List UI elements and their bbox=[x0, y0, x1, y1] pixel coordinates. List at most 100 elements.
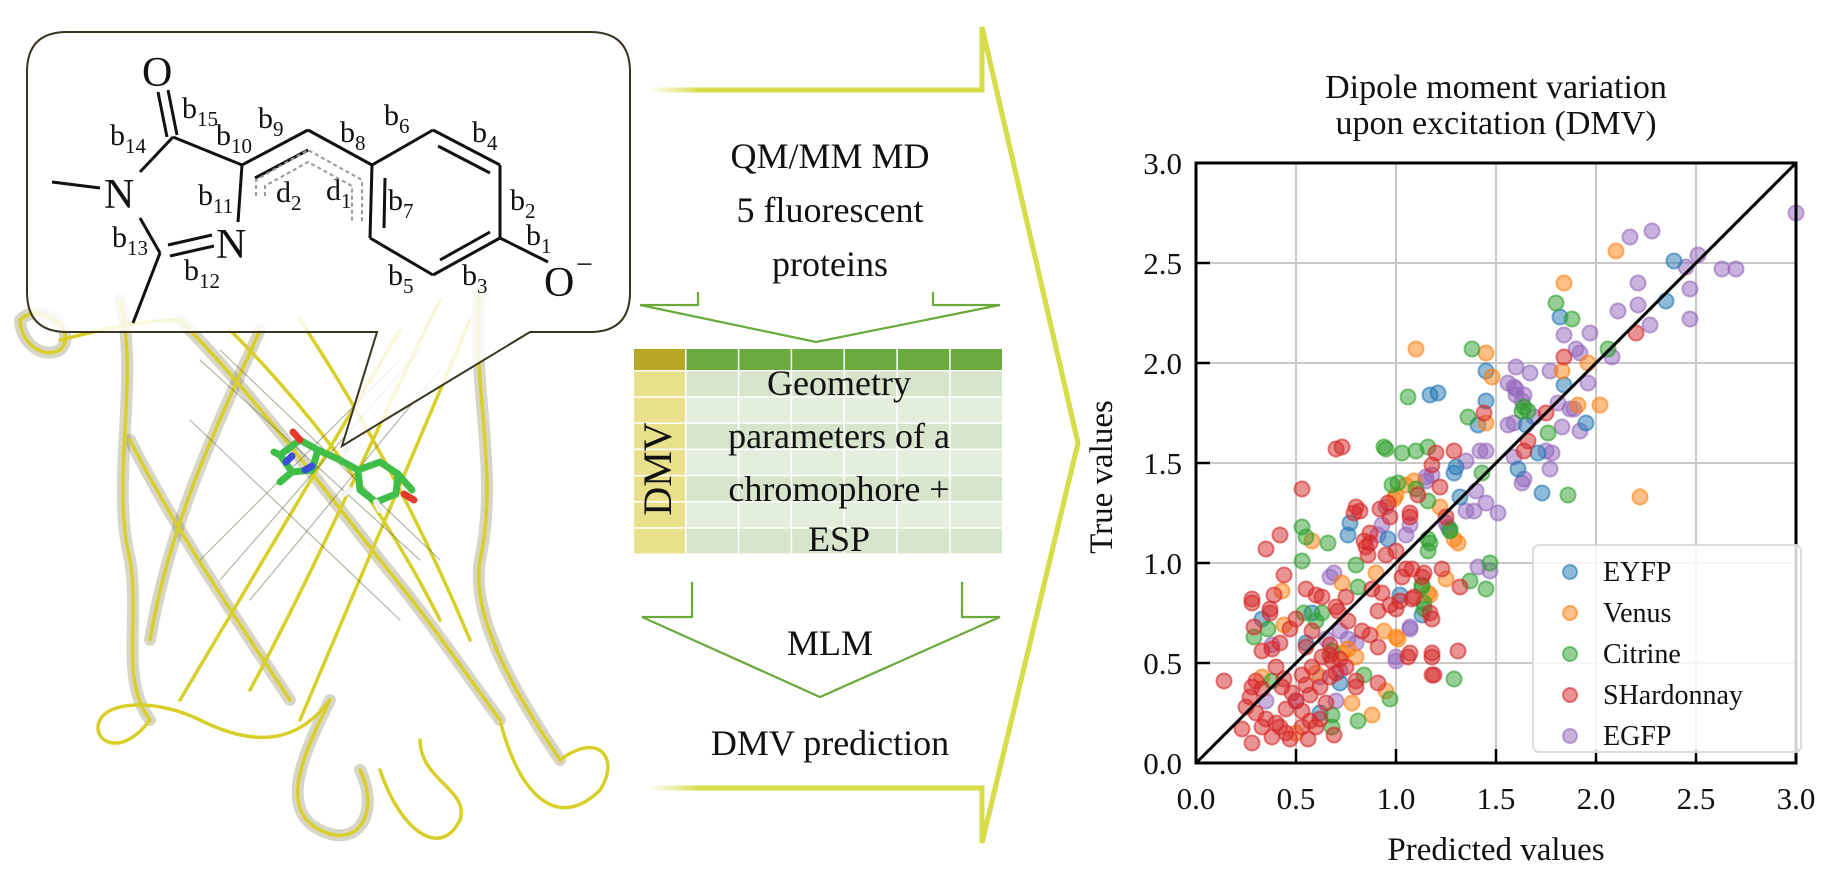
table-header-cell bbox=[897, 349, 950, 370]
table-row-header-cell bbox=[634, 371, 685, 397]
step3-dmv-prediction: DMV prediction bbox=[710, 723, 950, 763]
data-point bbox=[1629, 274, 1647, 292]
table-header-cell bbox=[686, 349, 738, 370]
data-point bbox=[1313, 648, 1331, 666]
atom-o-carbonyl: O bbox=[142, 50, 172, 96]
bond-label-b11: b11 bbox=[198, 179, 233, 218]
data-point bbox=[1627, 324, 1645, 342]
data-point bbox=[1555, 274, 1573, 292]
protein-structure-panel: O N N O − b15 b14 b10 b9 b8 b6 b4 b11 b7… bbox=[14, 31, 631, 842]
table-corner-cell bbox=[634, 349, 685, 370]
data-point bbox=[1337, 588, 1355, 606]
y-tick-label: 0.0 bbox=[1143, 746, 1182, 781]
table-text-line1: Geometry bbox=[767, 363, 911, 403]
data-point bbox=[1423, 644, 1441, 662]
bond-label-b13: b13 bbox=[112, 221, 148, 260]
data-point bbox=[1369, 638, 1387, 656]
data-point bbox=[1473, 464, 1491, 482]
data-point bbox=[1609, 302, 1627, 320]
data-point bbox=[1369, 674, 1387, 692]
table-row-header-cell bbox=[634, 423, 685, 449]
data-point bbox=[1301, 686, 1319, 704]
data-point bbox=[1631, 488, 1649, 506]
table-cell bbox=[950, 371, 1002, 397]
table-cell bbox=[739, 502, 791, 528]
data-point bbox=[1311, 710, 1329, 728]
data-point bbox=[1607, 242, 1625, 260]
data-point bbox=[1297, 528, 1315, 546]
dmv-scatter-chart: Dipole moment variation upon excitation … bbox=[1084, 69, 1815, 868]
data-point bbox=[1275, 566, 1293, 584]
data-point bbox=[1363, 706, 1381, 724]
y-tick-label: 2.5 bbox=[1143, 246, 1182, 281]
data-point bbox=[1553, 362, 1571, 380]
data-point bbox=[1657, 292, 1675, 310]
data-point bbox=[1361, 626, 1379, 644]
data-point bbox=[1381, 508, 1399, 526]
table-cell bbox=[792, 423, 844, 449]
table-cell bbox=[739, 476, 791, 501]
data-point bbox=[1437, 508, 1455, 526]
data-point bbox=[1563, 310, 1581, 328]
data-point bbox=[1319, 534, 1337, 552]
dihedral-label-d2: d2 bbox=[276, 176, 302, 215]
chevron-arrow-1 bbox=[639, 292, 1001, 344]
table-cell bbox=[950, 423, 1002, 449]
bond-label-b12: b12 bbox=[184, 254, 220, 293]
data-point bbox=[1713, 260, 1731, 278]
legend-box bbox=[1532, 544, 1802, 753]
y-tick-label: 2.0 bbox=[1143, 346, 1182, 381]
bond-label-b1: b1 bbox=[526, 219, 552, 258]
data-point bbox=[1303, 658, 1321, 676]
table-cell bbox=[792, 371, 844, 397]
data-point bbox=[1397, 526, 1415, 544]
data-point bbox=[1513, 474, 1531, 492]
data-point bbox=[1399, 388, 1417, 406]
data-point bbox=[1401, 618, 1419, 636]
table-row-header-cell bbox=[634, 476, 685, 501]
legend-marker-eyfp bbox=[1562, 564, 1578, 580]
data-point bbox=[1381, 690, 1399, 708]
table-cell bbox=[845, 450, 897, 475]
data-point bbox=[1313, 588, 1331, 606]
charge-label: − bbox=[576, 248, 593, 281]
data-point bbox=[1403, 560, 1421, 578]
x-tick-label: 1.5 bbox=[1477, 781, 1516, 816]
data-point bbox=[1321, 636, 1339, 654]
bond-label-b2: b2 bbox=[510, 184, 536, 223]
data-point bbox=[1381, 596, 1399, 614]
data-point bbox=[1243, 590, 1261, 608]
data-point bbox=[1445, 464, 1463, 482]
table-header-cell bbox=[845, 349, 897, 370]
data-point bbox=[1481, 554, 1499, 572]
data-point bbox=[1287, 610, 1305, 628]
legend: EYFP Venus Citrine SHardonnay EGFP bbox=[1532, 544, 1802, 753]
data-point bbox=[1515, 442, 1533, 460]
data-point bbox=[1553, 418, 1571, 436]
table-cell bbox=[897, 371, 950, 397]
bond-label-b15: b15 bbox=[182, 92, 218, 131]
bond-label-b3: b3 bbox=[462, 259, 488, 298]
feature-table bbox=[634, 349, 1002, 554]
data-point bbox=[1445, 442, 1463, 460]
data-point bbox=[1477, 442, 1495, 460]
dihedral-label-d1: d1 bbox=[326, 174, 352, 213]
step2-mlm: MLM bbox=[786, 623, 873, 663]
legend-marker-venus bbox=[1562, 605, 1578, 621]
data-point bbox=[1423, 456, 1441, 474]
table-cell bbox=[845, 476, 897, 501]
data-point bbox=[1265, 586, 1283, 604]
data-point bbox=[1233, 720, 1251, 738]
data-point bbox=[1547, 294, 1565, 312]
table-cell bbox=[897, 423, 950, 449]
data-point bbox=[1541, 460, 1559, 478]
x-axis-title: Predicted values bbox=[1387, 832, 1604, 868]
data-point bbox=[1477, 344, 1495, 362]
data-point bbox=[1299, 730, 1317, 748]
data-point bbox=[1407, 340, 1425, 358]
y-tick-label: 3.0 bbox=[1143, 146, 1182, 181]
data-point bbox=[1445, 670, 1463, 688]
data-point bbox=[1387, 542, 1405, 560]
data-point bbox=[1375, 622, 1393, 640]
data-point bbox=[1621, 228, 1639, 246]
